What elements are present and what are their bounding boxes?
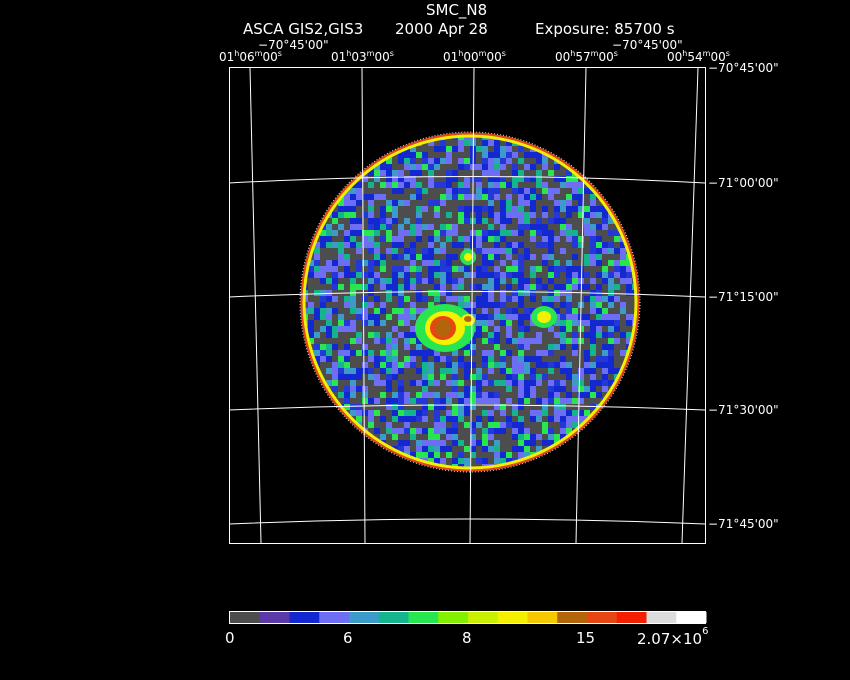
colorbar-segment [676,612,707,623]
detector-edge-white [299,131,641,473]
bright-source-east [531,306,557,328]
detector-edge-red [300,132,640,472]
ra-line-00h57m [575,67,587,544]
colorbar-segment [230,612,261,623]
ra-line-01h06m [249,67,262,544]
dec-label-71-15: −71°15'00" [708,290,779,304]
exposure-label: Exposure: 85700 s [535,20,675,38]
colorbar-segment [319,612,350,623]
colorbar-segment [646,612,677,623]
observation-date: 2000 Apr 28 [395,20,488,38]
colorbar-label-15: 15 [576,629,596,647]
dec-line-71-30 [228,404,706,411]
top-dec-label-right: −70°45'00" [612,38,683,52]
ra-label: 01h00m00s [443,49,506,64]
colorbar-segment [349,612,380,623]
colorbar-segment [616,612,647,623]
xray-image [299,131,641,473]
colorbar-label-max-exponent: 6 [702,626,709,637]
colorbar-frame [229,611,706,624]
dec-line-71-45 [228,518,706,525]
colorbar-label-6: 6 [343,629,353,647]
colorbar-segment [557,612,588,623]
dec-label-71-00: −71°00'00" [708,176,779,190]
ra-line-01h03m [361,67,366,544]
image-frame [229,67,706,544]
colorbar-segment [587,612,618,623]
dec-line-71-00 [228,176,706,184]
bright-source-main [415,304,475,352]
colorbar-label-8: 8 [462,629,472,647]
ra-label: 01h03m00s [331,49,394,64]
ra-labels: 01h06m00s 01h03m00s 01h00m00s 00h57m00s 00h5… [219,49,730,64]
colorbar-label-max: 2.07×106 [637,627,708,648]
colorbar-segment [468,612,499,623]
ra-line-01h00m [469,67,475,544]
top-dec-label-left: −70°45'00" [258,38,329,52]
object-name: SMC_N8 [426,1,488,19]
instrument-name: ASCA GIS2,GIS3 [243,20,364,38]
colorbar-segment [289,612,320,623]
ra-line-00h54m [681,67,699,544]
colorbar-segment [438,612,469,623]
coordinate-grid [228,67,706,544]
colorbar-segment [497,612,528,623]
colorbar-segment [259,612,290,623]
dec-label-71-30: −71°30'00" [708,403,779,417]
ra-label: 00h57m00s [555,49,618,64]
colorbar-segment [527,612,558,623]
dec-label-70-45: −70°45'00" [708,61,779,75]
colorbar-segment [408,612,439,623]
colorbar-label-max-base: 2.07×10 [637,630,703,648]
colorbar-segment [378,612,409,623]
ra-label: 01h06m00s [219,49,282,64]
dec-line-71-15 [228,291,706,298]
colorbar-label-0: 0 [225,629,235,647]
colorbar [230,612,707,623]
dec-label-71-45: −71°45'00" [708,517,779,531]
bright-source-north [460,249,476,265]
ra-label: 00h54m00s [667,49,730,64]
detector-edge-yellow [302,134,638,470]
